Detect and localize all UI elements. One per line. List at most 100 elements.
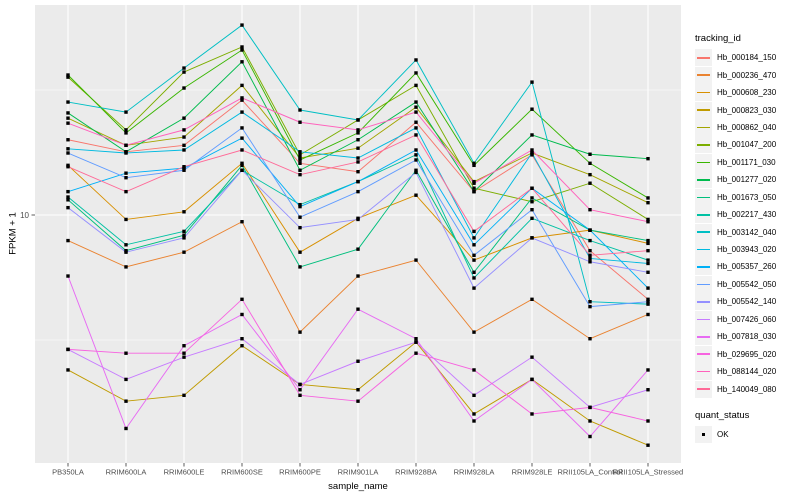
data-point [588,260,592,264]
legend-key-swatch [697,196,710,199]
data-point [298,161,302,165]
data-point [646,241,650,246]
data-point [182,168,186,172]
legend-key-swatch [697,91,710,94]
data-point [124,171,128,175]
data-point [646,302,650,306]
data-point [472,330,476,334]
data-point [240,344,244,348]
data-point [298,153,302,157]
data-point [182,165,186,169]
x-tick-label: RRIM600LA [106,468,147,477]
data-point [646,261,650,266]
legend-item: Hb_005357_260 [688,258,800,276]
legend-item-label: Hb_003943_020 [717,245,777,255]
data-point [530,216,534,221]
legend-item: Hb_140049_080 [688,380,800,398]
data-point [66,75,70,79]
legend-items: Hb_000184_150 Hb_000236_470 Hb_000608_230 H… [688,49,800,398]
data-point [530,151,534,155]
legend-key-swatch [697,370,710,373]
data-point [414,148,418,152]
data-point [66,205,70,210]
data-point [182,344,186,348]
data-point [356,307,360,311]
legend-key-line [695,153,712,171]
x-tick-label: PB350LA [52,468,84,477]
legend-item-label: Hb_000184_150 [717,53,777,63]
legend-key-swatch [697,179,710,181]
legend-key-swatch [697,301,710,303]
data-point [472,253,476,257]
data-point [182,233,186,237]
data-point [182,66,186,70]
legend-key-line [695,188,712,206]
data-point [298,158,302,162]
legend-title-tracking-id: tracking_id [695,33,741,44]
data-point [356,128,360,132]
legend-item: Hb_000236_470 [688,66,800,84]
data-point [356,131,360,135]
data-point [124,377,128,382]
data-point [298,215,302,219]
data-point [298,393,302,398]
data-point [530,153,534,157]
data-point [472,419,476,423]
data-point [240,45,244,49]
data-point [66,111,70,115]
legend-title-quant-status: quant_status [695,409,750,421]
data-point [124,250,128,254]
legend-key-line [695,363,712,381]
data-point [414,83,418,88]
legend-item-label: Hb_001673_050 [717,192,777,202]
data-point [298,330,302,334]
legend-key-swatch [697,144,710,146]
data-point [66,238,70,243]
legend-key-swatch [697,231,710,233]
data-point [66,189,70,194]
data-point [356,388,360,392]
data-point [298,168,302,172]
data-point [588,172,592,177]
x-tick-label: RRIM928LE [512,468,553,477]
legend-key-line [695,49,712,67]
y-tick-label: 10 [20,211,29,220]
legend-key-swatch [697,57,710,59]
data-point [182,116,186,120]
x-axis-title: sample_name [328,481,388,492]
data-point [414,168,418,172]
legend-item-label: Hb_007818_030 [717,332,777,342]
legend-item: Hb_001171_030 [688,153,800,171]
data-point [530,148,534,152]
data-point [182,229,186,234]
data-point [124,265,128,269]
legend-key-line [695,101,712,119]
data-point [182,143,186,148]
data-point [414,71,418,75]
legend-key-swatch [697,283,710,286]
legend-item: Hb_029695_020 [688,345,800,363]
legend-key-swatch [697,388,710,390]
data-point [530,355,534,359]
data-point [240,110,244,114]
legend-item-label: Hb_005357_260 [717,262,777,272]
data-point [472,163,476,168]
legend-item: Hb_007818_030 [688,328,800,346]
legend-key-swatch [697,109,710,111]
data-point [472,243,476,247]
data-point [646,196,650,200]
data-point [356,359,360,363]
data-point [66,147,70,151]
data-point [182,135,186,139]
data-point [472,286,476,290]
data-point [472,270,476,274]
data-point [414,105,418,109]
data-point [414,193,418,197]
data-point [240,337,244,341]
data-point [298,108,302,112]
data-point [356,247,360,251]
data-point [124,243,128,247]
data-point [414,120,418,124]
data-point [646,248,650,253]
